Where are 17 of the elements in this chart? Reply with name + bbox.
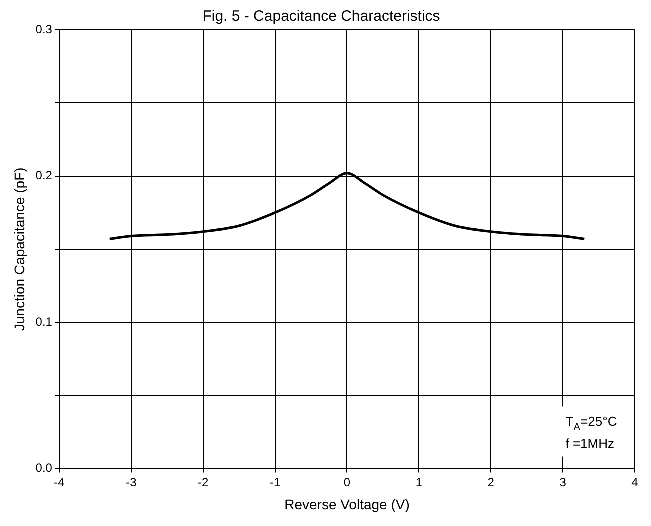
y-tick-label: 0.2 <box>36 168 53 183</box>
chart-title: Fig. 5 - Capacitance Characteristics <box>202 8 440 26</box>
y-tick-label: 0.3 <box>36 22 53 36</box>
y-axis-title: Junction Capacitance (pF) <box>11 168 28 332</box>
x-tick-label: 3 <box>560 475 567 490</box>
x-tick-label: -1 <box>270 475 281 490</box>
x-tick-label: -2 <box>198 475 210 490</box>
x-tick-label: -4 <box>54 475 66 490</box>
annotation: f =1MHz <box>566 436 614 451</box>
y-tick-label: 0.0 <box>36 461 53 476</box>
x-axis-title: Reverse Voltage (V) <box>284 496 410 512</box>
y-tick-label: 0.1 <box>36 314 53 329</box>
x-tick-label: 2 <box>488 475 495 490</box>
x-tick-label: 0 <box>344 475 351 490</box>
x-tick-label: 4 <box>632 475 639 490</box>
x-tick-label: 1 <box>416 475 423 490</box>
x-tick-label: -3 <box>126 475 138 490</box>
